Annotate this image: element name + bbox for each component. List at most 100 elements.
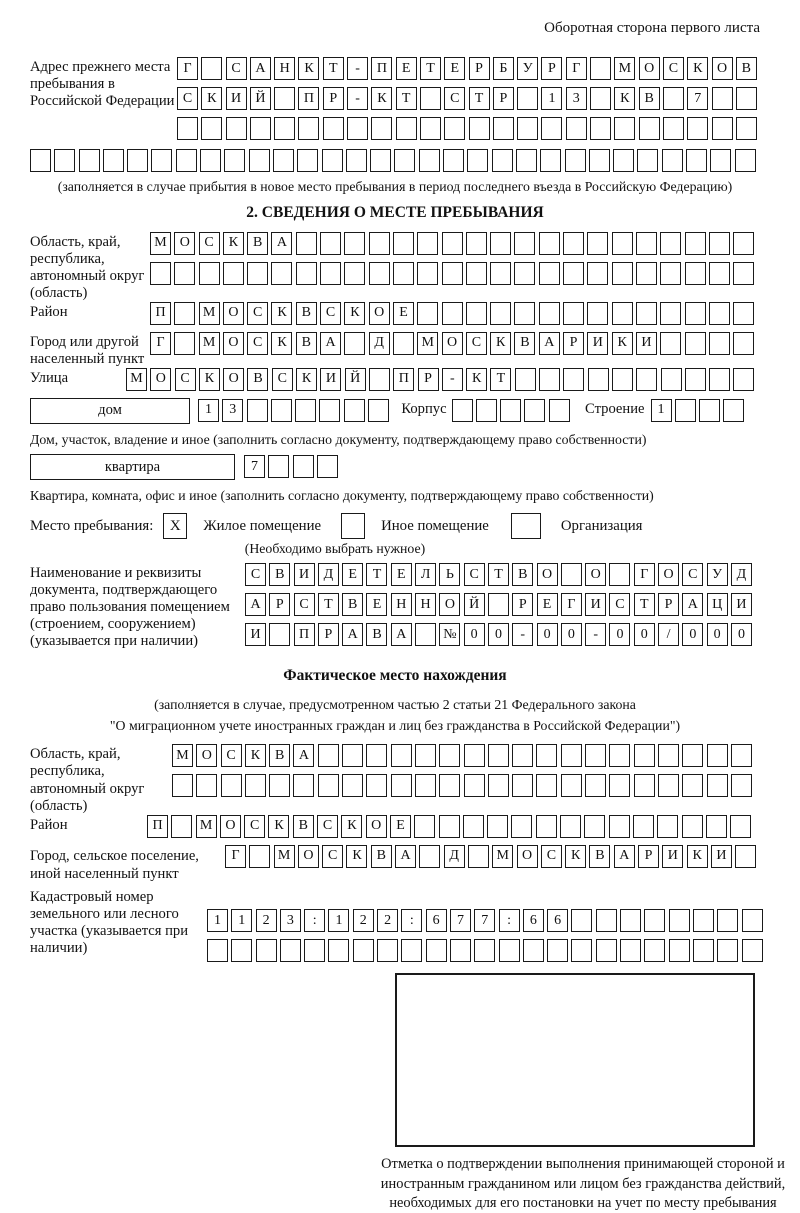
- char-cell[interactable]: О: [196, 744, 218, 768]
- char-cell[interactable]: [102, 149, 124, 172]
- char-cell[interactable]: И: [587, 331, 609, 355]
- char-cell[interactable]: [304, 939, 326, 963]
- char-cell[interactable]: [657, 774, 679, 798]
- char-cell[interactable]: Д: [317, 563, 339, 587]
- char-cell[interactable]: С: [444, 87, 466, 110]
- char-cell[interactable]: [587, 301, 609, 325]
- char-cell[interactable]: М: [417, 331, 439, 355]
- char-cell[interactable]: [491, 149, 513, 172]
- char-cell[interactable]: [660, 367, 682, 391]
- char-cell[interactable]: [171, 814, 193, 838]
- char-cell[interactable]: [681, 814, 703, 838]
- char-cell[interactable]: 1: [207, 909, 228, 933]
- char-cell[interactable]: К: [687, 57, 709, 80]
- char-cell[interactable]: [668, 909, 690, 933]
- char-cell[interactable]: №: [439, 623, 461, 647]
- char-cell[interactable]: М: [492, 844, 514, 868]
- char-cell[interactable]: [609, 774, 631, 798]
- house-type-box[interactable]: дом: [30, 397, 190, 424]
- char-cell[interactable]: В: [512, 563, 534, 587]
- char-cell[interactable]: [741, 939, 763, 963]
- char-cell[interactable]: [515, 149, 537, 172]
- char-cell[interactable]: [319, 398, 341, 422]
- char-cell[interactable]: Л: [415, 563, 437, 587]
- char-cell[interactable]: С: [317, 814, 339, 838]
- char-cell[interactable]: С: [320, 301, 342, 325]
- char-cell[interactable]: [590, 87, 612, 110]
- char-cell[interactable]: [733, 261, 755, 285]
- char-cell[interactable]: Е: [392, 301, 414, 325]
- char-cell[interactable]: Н: [274, 57, 296, 80]
- char-cell[interactable]: [419, 117, 441, 140]
- char-cell[interactable]: В: [514, 331, 536, 355]
- char-cell[interactable]: [352, 939, 374, 963]
- char-cell[interactable]: Т: [322, 57, 344, 80]
- char-cell[interactable]: [706, 774, 728, 798]
- char-cell[interactable]: В: [247, 231, 269, 255]
- char-cell[interactable]: Б: [492, 57, 514, 80]
- char-cell[interactable]: [419, 844, 441, 868]
- char-cell[interactable]: [292, 455, 314, 479]
- checkbox-organization[interactable]: [510, 513, 541, 540]
- char-cell[interactable]: [417, 231, 439, 255]
- char-cell[interactable]: [248, 149, 270, 172]
- char-cell[interactable]: [524, 398, 546, 422]
- char-cell[interactable]: Р: [468, 57, 490, 80]
- char-cell[interactable]: [377, 939, 399, 963]
- char-cell[interactable]: О: [368, 301, 390, 325]
- char-cell[interactable]: [539, 367, 561, 391]
- char-cell[interactable]: [590, 117, 612, 140]
- char-cell[interactable]: О: [638, 57, 660, 80]
- char-cell[interactable]: 1: [650, 398, 672, 422]
- char-cell[interactable]: [614, 117, 636, 140]
- char-cell[interactable]: [560, 814, 582, 838]
- char-cell[interactable]: [730, 814, 752, 838]
- char-cell[interactable]: К: [371, 87, 393, 110]
- char-cell[interactable]: [368, 231, 390, 255]
- char-cell[interactable]: [611, 367, 633, 391]
- char-cell[interactable]: К: [346, 844, 368, 868]
- char-cell[interactable]: :: [304, 909, 326, 933]
- char-cell[interactable]: [514, 231, 536, 255]
- char-cell[interactable]: О: [536, 563, 558, 587]
- char-cell[interactable]: [636, 367, 658, 391]
- char-cell[interactable]: [249, 117, 271, 140]
- char-cell[interactable]: [535, 814, 557, 838]
- char-cell[interactable]: [293, 774, 315, 798]
- char-cell[interactable]: П: [371, 57, 393, 80]
- char-cell[interactable]: Д: [730, 563, 752, 587]
- char-cell[interactable]: [660, 261, 682, 285]
- char-cell[interactable]: С: [609, 593, 631, 617]
- char-cell[interactable]: В: [295, 301, 317, 325]
- char-cell[interactable]: 1: [541, 87, 563, 110]
- char-cell[interactable]: [271, 261, 293, 285]
- char-cell[interactable]: С: [322, 844, 344, 868]
- char-cell[interactable]: [465, 301, 487, 325]
- char-cell[interactable]: [274, 117, 296, 140]
- char-cell[interactable]: Н: [415, 593, 437, 617]
- char-cell[interactable]: [392, 331, 414, 355]
- char-cell[interactable]: В: [295, 331, 317, 355]
- char-cell[interactable]: [463, 744, 485, 768]
- char-cell[interactable]: В: [370, 844, 392, 868]
- char-cell[interactable]: [490, 301, 512, 325]
- char-cell[interactable]: П: [298, 87, 320, 110]
- char-cell[interactable]: [514, 367, 536, 391]
- char-cell[interactable]: С: [244, 814, 266, 838]
- char-cell[interactable]: [344, 231, 366, 255]
- char-cell[interactable]: [295, 261, 317, 285]
- char-cell[interactable]: 2: [255, 909, 277, 933]
- char-cell[interactable]: [415, 623, 437, 647]
- char-cell[interactable]: [708, 261, 730, 285]
- char-cell[interactable]: О: [297, 844, 319, 868]
- char-cell[interactable]: [674, 398, 696, 422]
- checkbox-other-premises[interactable]: [341, 513, 366, 540]
- char-cell[interactable]: [717, 909, 739, 933]
- char-cell[interactable]: 1: [198, 398, 219, 422]
- char-cell[interactable]: [563, 231, 585, 255]
- char-cell[interactable]: [224, 149, 246, 172]
- char-cell[interactable]: [392, 261, 414, 285]
- char-cell[interactable]: [620, 939, 642, 963]
- char-cell[interactable]: 0: [682, 623, 704, 647]
- char-cell[interactable]: [417, 301, 439, 325]
